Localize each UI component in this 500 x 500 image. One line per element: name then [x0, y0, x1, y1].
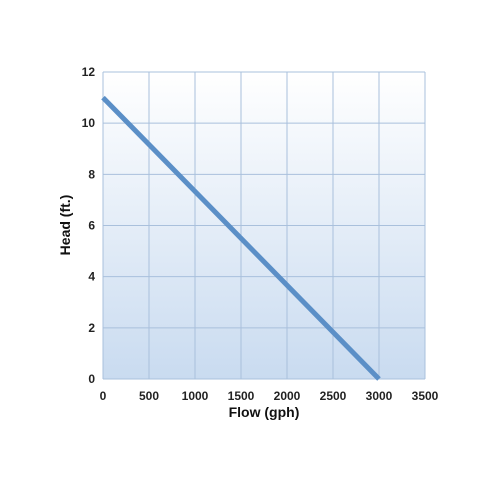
- x-tick-label: 1000: [182, 389, 209, 403]
- x-axis-ticks: 0 500 1000 1500 2000 2500 3000 3500: [100, 389, 439, 403]
- y-tick-label: 0: [88, 372, 95, 386]
- y-tick-label: 4: [88, 270, 95, 284]
- series-group: [101, 95, 381, 381]
- x-tick-label: 3000: [366, 389, 393, 403]
- x-axis-title: Flow (gph): [229, 404, 300, 420]
- y-tick-label: 10: [82, 116, 96, 130]
- x-tick-label: 3500: [412, 389, 439, 403]
- x-tick-label: 2000: [274, 389, 301, 403]
- y-tick-label: 8: [88, 167, 95, 181]
- x-tick-label: 1500: [228, 389, 255, 403]
- x-tick-label: 0: [100, 389, 107, 403]
- x-tick-label: 500: [139, 389, 159, 403]
- y-axis-title: Head (ft.): [57, 195, 73, 256]
- grid: [102, 71, 426, 380]
- y-tick-label: 12: [82, 65, 96, 79]
- y-tick-label: 2: [88, 321, 95, 335]
- x-tick-label: 2500: [320, 389, 347, 403]
- series-line: [101, 95, 381, 381]
- y-axis-ticks: 0 2 4 6 8 10 12: [82, 65, 96, 386]
- y-tick-label: 6: [88, 219, 95, 233]
